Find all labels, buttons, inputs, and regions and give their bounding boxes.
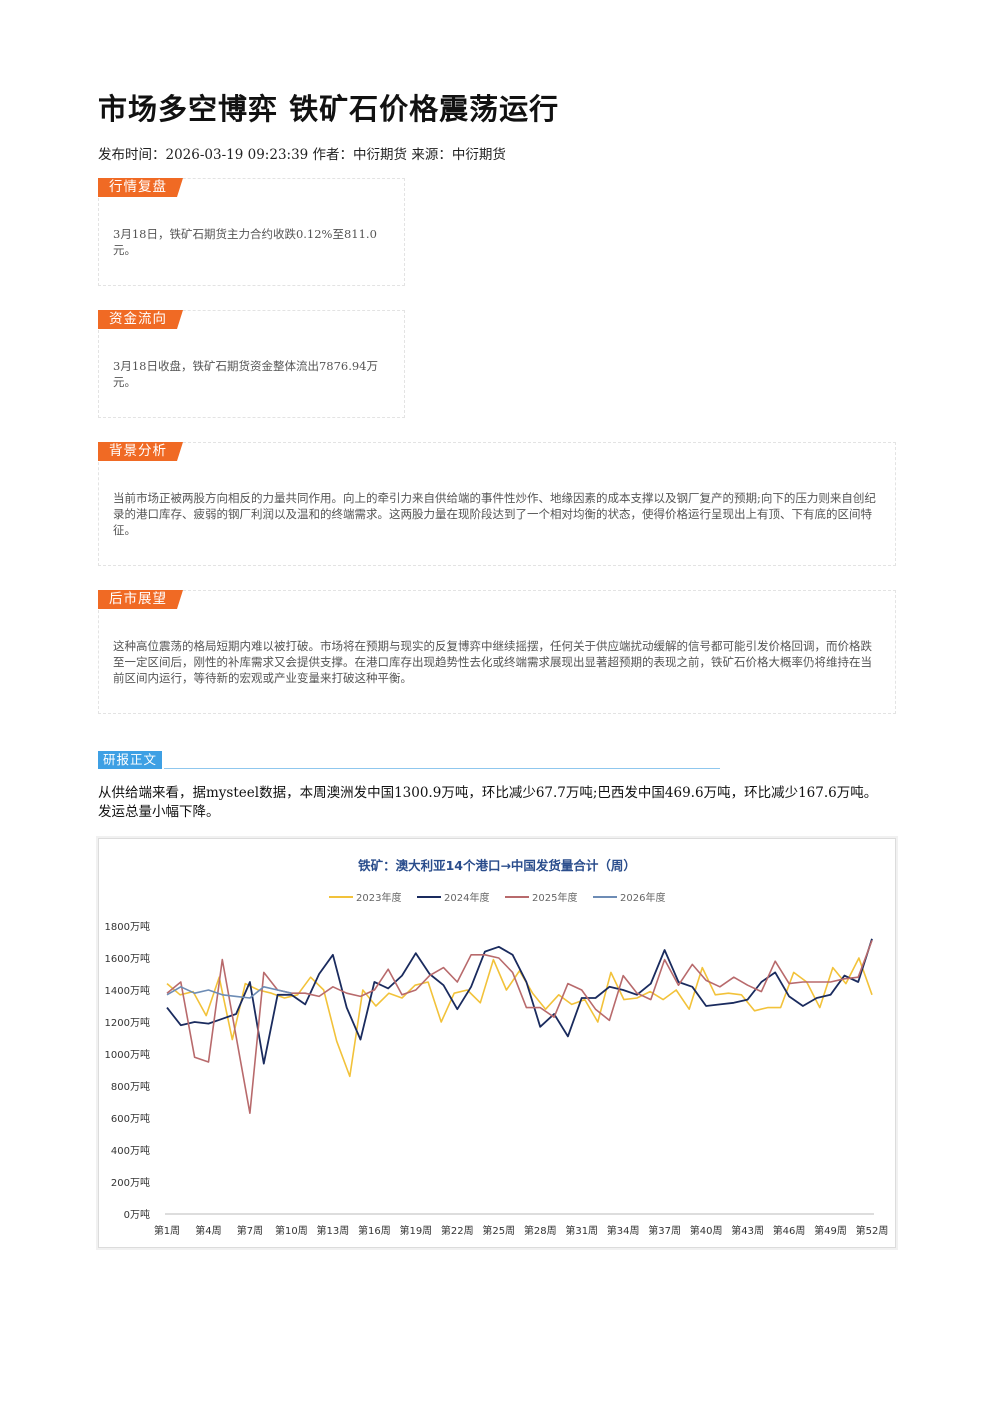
y-tick-label: 400万吨	[111, 1144, 150, 1157]
y-tick-label: 1600万吨	[105, 952, 150, 965]
x-tick-label: 第13周	[317, 1224, 350, 1237]
article-title: 市场多空博弈 铁矿石价格震荡运行	[98, 92, 560, 126]
x-tick-label: 第16周	[358, 1224, 391, 1237]
series-line-2024年度	[166, 938, 873, 1065]
x-tick-label: 第49周	[814, 1224, 847, 1237]
section-market-review: 行情复盘 3月18日，铁矿石期货主力合约收跌0.12%至811.0元。	[98, 178, 405, 286]
y-tick-label: 600万吨	[111, 1112, 150, 1125]
market-review-text: 3月18日，铁矿石期货主力合约收跌0.12%至811.0元。	[113, 227, 377, 257]
x-tick-label: 第40周	[690, 1224, 723, 1237]
y-tick-label: 1000万吨	[105, 1048, 150, 1061]
article-meta: 发布时间：2026-03-19 09:23:39 作者：中衍期货 来源：中衍期货	[98, 147, 506, 163]
legend-label: 2023年度	[356, 891, 401, 904]
report-divider	[164, 768, 720, 769]
x-tick-label: 第19周	[399, 1224, 432, 1237]
x-tick-label: 第37周	[648, 1224, 681, 1237]
report-tag: 研报正文	[98, 751, 163, 769]
y-tick-label: 0万吨	[124, 1208, 150, 1221]
background-text: 当前市场正被两股方向相反的力量共同作用。向上的牵引力来自供给端的事件性炒作、地缘…	[113, 491, 876, 537]
x-tick-label: 第31周	[565, 1224, 598, 1237]
chart-frame: 铁矿：澳大利亚14个港口→中国发货量合计（周） 2023年度 2024年度 2025年…	[98, 838, 896, 1248]
section-outlook: 后市展望 这种高位震荡的格局短期内难以被打破。市场将在预期与现实的反复博弈中继续…	[98, 590, 896, 714]
series-line-2026年度	[166, 986, 292, 999]
section-tag-background: 背景分析	[98, 442, 183, 461]
fund-flow-text: 3月18日收盘，铁矿石期货资金整体流出7876.94万元。	[113, 359, 379, 389]
section-tag-funds: 资金流向	[98, 310, 183, 329]
shipment-line-chart: 铁矿：澳大利亚14个港口→中国发货量合计（周） 2023年度 2024年度 2025年…	[105, 858, 889, 1237]
y-tick-label: 800万吨	[111, 1080, 150, 1093]
x-tick-label: 第7周	[237, 1224, 263, 1237]
legend-label: 2025年度	[532, 891, 577, 904]
x-tick-label: 第4周	[195, 1224, 221, 1237]
section-fund-flow: 资金流向 3月18日收盘，铁矿石期货资金整体流出7876.94万元。	[98, 310, 405, 418]
x-tick-label: 第52周	[856, 1224, 889, 1237]
y-tick-label: 1200万吨	[105, 1016, 150, 1029]
report-body-text: 从供给端来看，据mysteel数据，本周澳洲发中国1300.9万吨，环比减少67…	[98, 785, 878, 820]
section-tag-outlook: 后市展望	[98, 590, 183, 609]
x-tick-label: 第34周	[607, 1224, 640, 1237]
chart-title: 铁矿：澳大利亚14个港口→中国发货量合计（周）	[358, 858, 636, 873]
x-tick-label: 第1周	[154, 1224, 180, 1237]
x-tick-label: 第22周	[441, 1224, 474, 1237]
series-line-2023年度	[166, 957, 873, 1078]
x-tick-label: 第25周	[482, 1224, 515, 1237]
legend-label: 2024年度	[444, 891, 489, 904]
section-tag-market: 行情复盘	[98, 178, 183, 197]
y-tick-label: 1800万吨	[105, 920, 150, 933]
outlook-text: 这种高位震荡的格局短期内难以被打破。市场将在预期与现实的反复博弈中继续摇摆，任何…	[113, 639, 872, 685]
x-tick-label: 第43周	[731, 1224, 764, 1237]
y-tick-label: 1400万吨	[105, 984, 150, 997]
y-tick-label: 200万吨	[111, 1176, 150, 1189]
section-background: 背景分析 当前市场正被两股方向相反的力量共同作用。向上的牵引力来自供给端的事件性…	[98, 442, 896, 566]
series-line-2025年度	[166, 940, 873, 1115]
x-tick-label: 第28周	[524, 1224, 557, 1237]
x-tick-label: 第10周	[275, 1224, 308, 1237]
legend-label: 2026年度	[620, 891, 665, 904]
x-tick-label: 第46周	[773, 1224, 806, 1237]
